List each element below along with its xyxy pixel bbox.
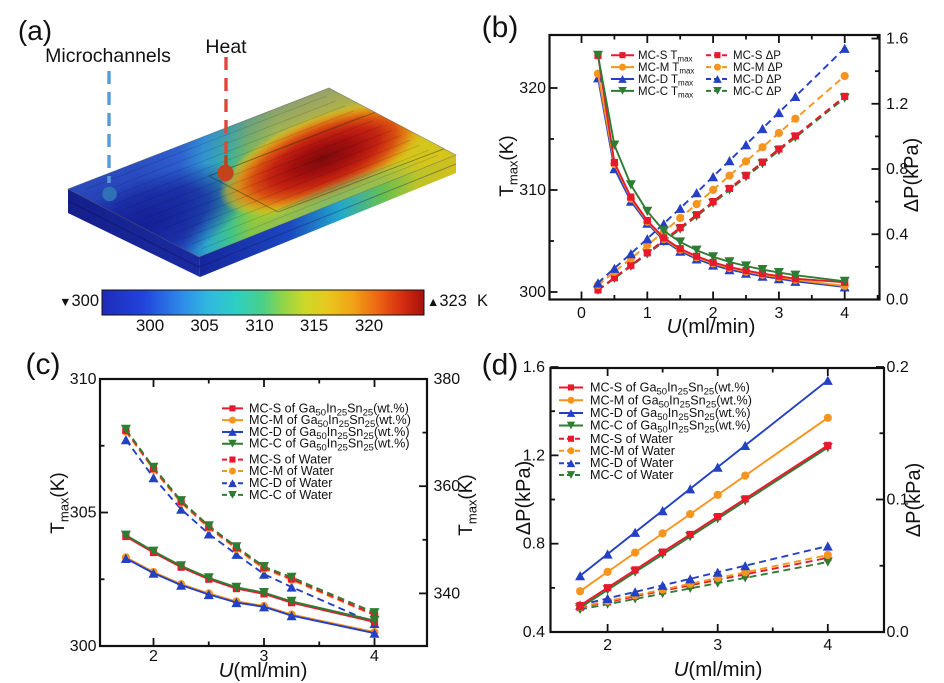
svg-text:4: 4 xyxy=(370,648,379,665)
svg-text:MC-C of Water: MC-C of Water xyxy=(590,468,674,482)
svg-text:0.0: 0.0 xyxy=(887,624,909,641)
svg-text:MC-S of Water: MC-S of Water xyxy=(249,453,332,467)
svg-text:0.0: 0.0 xyxy=(886,292,908,309)
svg-text:(c): (c) xyxy=(26,348,61,381)
svg-text:MC-M ΔP: MC-M ΔP xyxy=(733,62,783,74)
svg-text:U(ml/min): U(ml/min) xyxy=(674,658,763,681)
svg-text:340: 340 xyxy=(434,585,461,602)
svg-text:320: 320 xyxy=(519,80,546,97)
svg-text:▲323: ▲323 xyxy=(427,292,467,310)
svg-text:4: 4 xyxy=(840,305,849,322)
svg-text:ΔP(kPa): ΔP(kPa) xyxy=(901,138,923,212)
svg-text:2: 2 xyxy=(603,637,612,654)
svg-text:0: 0 xyxy=(577,305,586,322)
svg-text:315: 315 xyxy=(300,316,328,335)
svg-text:MC-C Tmax: MC-C Tmax xyxy=(638,86,693,100)
svg-text:MC-S ΔP: MC-S ΔP xyxy=(733,50,781,62)
svg-text:1.2: 1.2 xyxy=(886,96,908,113)
svg-text:1: 1 xyxy=(643,305,652,322)
svg-text:0.4: 0.4 xyxy=(886,226,908,243)
svg-text:380: 380 xyxy=(434,371,461,388)
svg-text:3: 3 xyxy=(260,648,269,665)
svg-text:(d): (d) xyxy=(482,349,519,382)
svg-text:3: 3 xyxy=(774,305,783,322)
svg-text:310: 310 xyxy=(70,371,97,388)
svg-text:MC-M of Water: MC-M of Water xyxy=(249,464,334,478)
svg-text:2: 2 xyxy=(709,305,718,322)
svg-text:1.6: 1.6 xyxy=(886,31,908,48)
svg-text:300: 300 xyxy=(70,638,97,655)
svg-text:ΔP(kPa): ΔP(kPa) xyxy=(903,463,925,537)
svg-text:Heat: Heat xyxy=(205,36,247,58)
svg-text:1.6: 1.6 xyxy=(523,359,545,376)
svg-text:Tmax(K): Tmax(K) xyxy=(497,135,521,197)
svg-text:Tmax(K): Tmax(K) xyxy=(48,472,72,534)
svg-text:MC-C of Water: MC-C of Water xyxy=(249,488,333,502)
svg-text:300: 300 xyxy=(519,284,546,301)
svg-text:0.8: 0.8 xyxy=(523,536,545,553)
svg-text:(b): (b) xyxy=(482,11,519,44)
svg-text:360: 360 xyxy=(434,478,461,495)
svg-text:310: 310 xyxy=(245,316,273,335)
svg-text:305: 305 xyxy=(190,316,218,335)
svg-text:320: 320 xyxy=(355,316,383,335)
svg-text:0.8: 0.8 xyxy=(886,161,908,178)
svg-text:3: 3 xyxy=(713,637,722,654)
svg-text:MC-M of Ga50In25Sn25(wt.%): MC-M of Ga50In25Sn25(wt.%) xyxy=(590,393,752,410)
svg-text:Tmax(K): Tmax(K) xyxy=(456,474,480,536)
svg-text:4: 4 xyxy=(823,637,832,654)
svg-text:305: 305 xyxy=(70,505,97,522)
svg-text:MC-S of Water: MC-S of Water xyxy=(590,432,673,446)
svg-text:310: 310 xyxy=(519,182,546,199)
svg-text:MC-D of Water: MC-D of Water xyxy=(249,476,333,490)
svg-text:MC-D of Water: MC-D of Water xyxy=(590,456,674,470)
svg-text:0.1: 0.1 xyxy=(887,492,909,509)
svg-text:1.2: 1.2 xyxy=(523,447,545,464)
svg-text:Microchannels: Microchannels xyxy=(45,45,171,67)
svg-text:(a): (a) xyxy=(18,15,52,46)
svg-text:MC-D ΔP: MC-D ΔP xyxy=(733,74,782,86)
svg-text:0.2: 0.2 xyxy=(887,359,909,376)
svg-text:U(ml/min): U(ml/min) xyxy=(219,659,308,682)
svg-text:300: 300 xyxy=(136,316,164,335)
svg-text:K: K xyxy=(477,292,488,310)
svg-text:2: 2 xyxy=(149,648,158,665)
svg-text:MC-M of Water: MC-M of Water xyxy=(590,444,675,458)
svg-text:MC-C of Ga50In25Sn25(wt.%): MC-C of Ga50In25Sn25(wt.%) xyxy=(249,437,410,454)
svg-text:0.4: 0.4 xyxy=(523,624,545,641)
svg-text:U(ml/min): U(ml/min) xyxy=(667,315,756,338)
svg-text:▼300: ▼300 xyxy=(59,292,99,310)
svg-text:ΔP(kPa): ΔP(kPa) xyxy=(513,461,535,535)
svg-text:MC-C ΔP: MC-C ΔP xyxy=(733,86,782,98)
